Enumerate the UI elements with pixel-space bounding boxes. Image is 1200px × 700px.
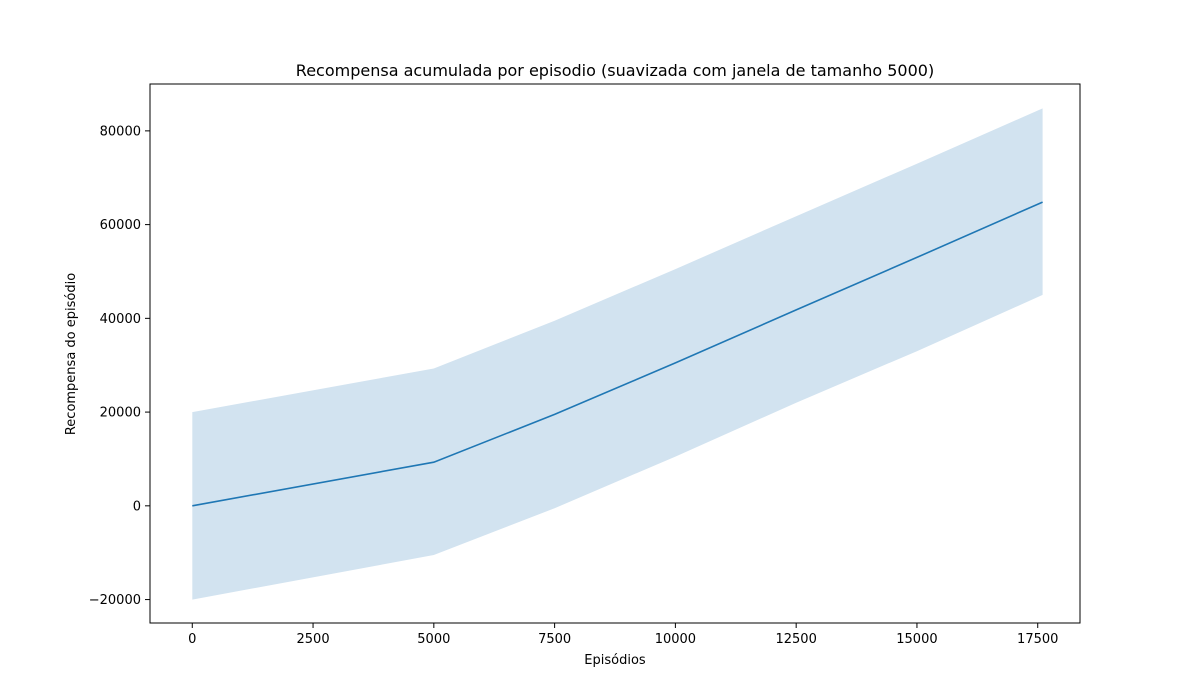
x-tick-label: 2500 bbox=[297, 632, 330, 647]
x-tick-label: 12500 bbox=[775, 632, 816, 647]
x-tick-label: 15000 bbox=[896, 632, 937, 647]
x-axis-ticks: 0 2500 5000 7500 10000 12500 15000 17500 bbox=[188, 623, 1058, 647]
y-tick-label: 0 bbox=[133, 499, 141, 514]
y-tick-label: −20000 bbox=[89, 593, 141, 608]
series-line-0 bbox=[192, 201, 1043, 507]
x-axis-label: Episódios bbox=[584, 653, 646, 668]
x-tick-label: 5000 bbox=[417, 632, 450, 647]
y-axis-label: Recompensa do episódio bbox=[64, 273, 79, 435]
series-line-layer bbox=[192, 201, 1043, 507]
plot-frame bbox=[149, 83, 1081, 624]
x-tick-label: 7500 bbox=[538, 632, 571, 647]
y-tick-label: 80000 bbox=[100, 124, 141, 139]
y-tick-label: 20000 bbox=[100, 406, 141, 421]
y-tick-label: 40000 bbox=[100, 312, 141, 327]
x-tick-label: 0 bbox=[188, 632, 196, 647]
y-axis-ticks: −20000 0 20000 40000 60000 80000 bbox=[89, 124, 150, 608]
confidence-band-0 bbox=[192, 108, 1043, 600]
x-tick-label: 10000 bbox=[655, 632, 696, 647]
confidence-band-layer bbox=[192, 108, 1043, 600]
chart-title: Recompensa acumulada por episodio (suavi… bbox=[296, 61, 934, 80]
y-tick-label: 60000 bbox=[100, 218, 141, 233]
x-tick-label: 17500 bbox=[1017, 632, 1058, 647]
